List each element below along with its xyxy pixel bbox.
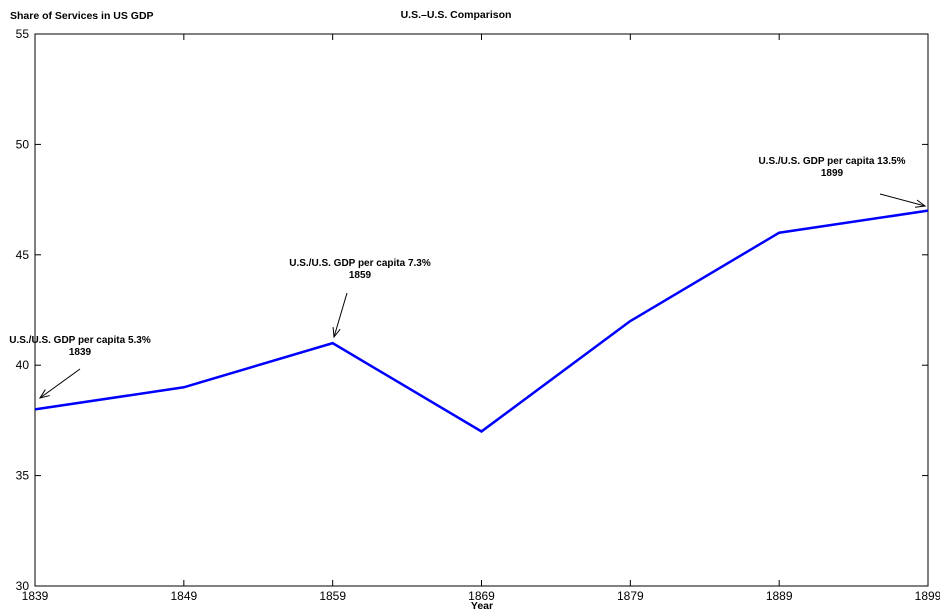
x-tick-label: 1889 [766, 589, 793, 603]
annotation: U.S./U.S. GDP per capita 7.3%1859 [289, 258, 431, 339]
x-tick-label: 1869 [468, 589, 495, 603]
annotation-label: U.S./U.S. GDP per capita 13.5% [758, 156, 905, 167]
y-tick-label: 35 [16, 469, 30, 483]
series-line [34, 209, 929, 433]
annotation-arrow-shaft [39, 368, 81, 399]
annotation-arrow-head [915, 199, 927, 208]
y-tick-label: 55 [16, 27, 30, 41]
y-tick-label: 50 [16, 137, 30, 151]
x-tick-label: 1839 [22, 589, 49, 603]
annotation-year: 1839 [69, 347, 92, 358]
annotation-label: U.S./U.S. GDP per capita 5.3% [9, 335, 151, 346]
annotation-year: 1899 [821, 168, 844, 179]
annotation: U.S./U.S. GDP per capita 5.3%1839 [9, 335, 151, 399]
x-tick-label: 1859 [319, 589, 346, 603]
x-axis-label: Year [471, 600, 493, 612]
annotation-arrow-shaft [333, 292, 348, 338]
annotation: U.S./U.S. GDP per capita 13.5%1899 [758, 156, 927, 208]
annotation-year: 1859 [349, 270, 372, 281]
x-tick-label: 1879 [617, 589, 644, 603]
annotation-arrow-head [38, 389, 50, 399]
y-tick-label: 45 [16, 248, 30, 262]
annotation-arrow-head [332, 326, 341, 339]
x-tick-label: 1849 [170, 589, 197, 603]
y-tick-label: 40 [16, 358, 30, 372]
annotation-label: U.S./U.S. GDP per capita 7.3% [289, 258, 431, 269]
annotation-arrow-shaft [879, 193, 926, 207]
x-tick-label: 1899 [915, 589, 940, 603]
y-axis-label: Share of Services in US GDP [10, 10, 154, 22]
y-tick-label: 30 [16, 579, 30, 593]
chart-title: U.S.–U.S. Comparison [401, 9, 512, 21]
plot-frame [34, 33, 929, 587]
